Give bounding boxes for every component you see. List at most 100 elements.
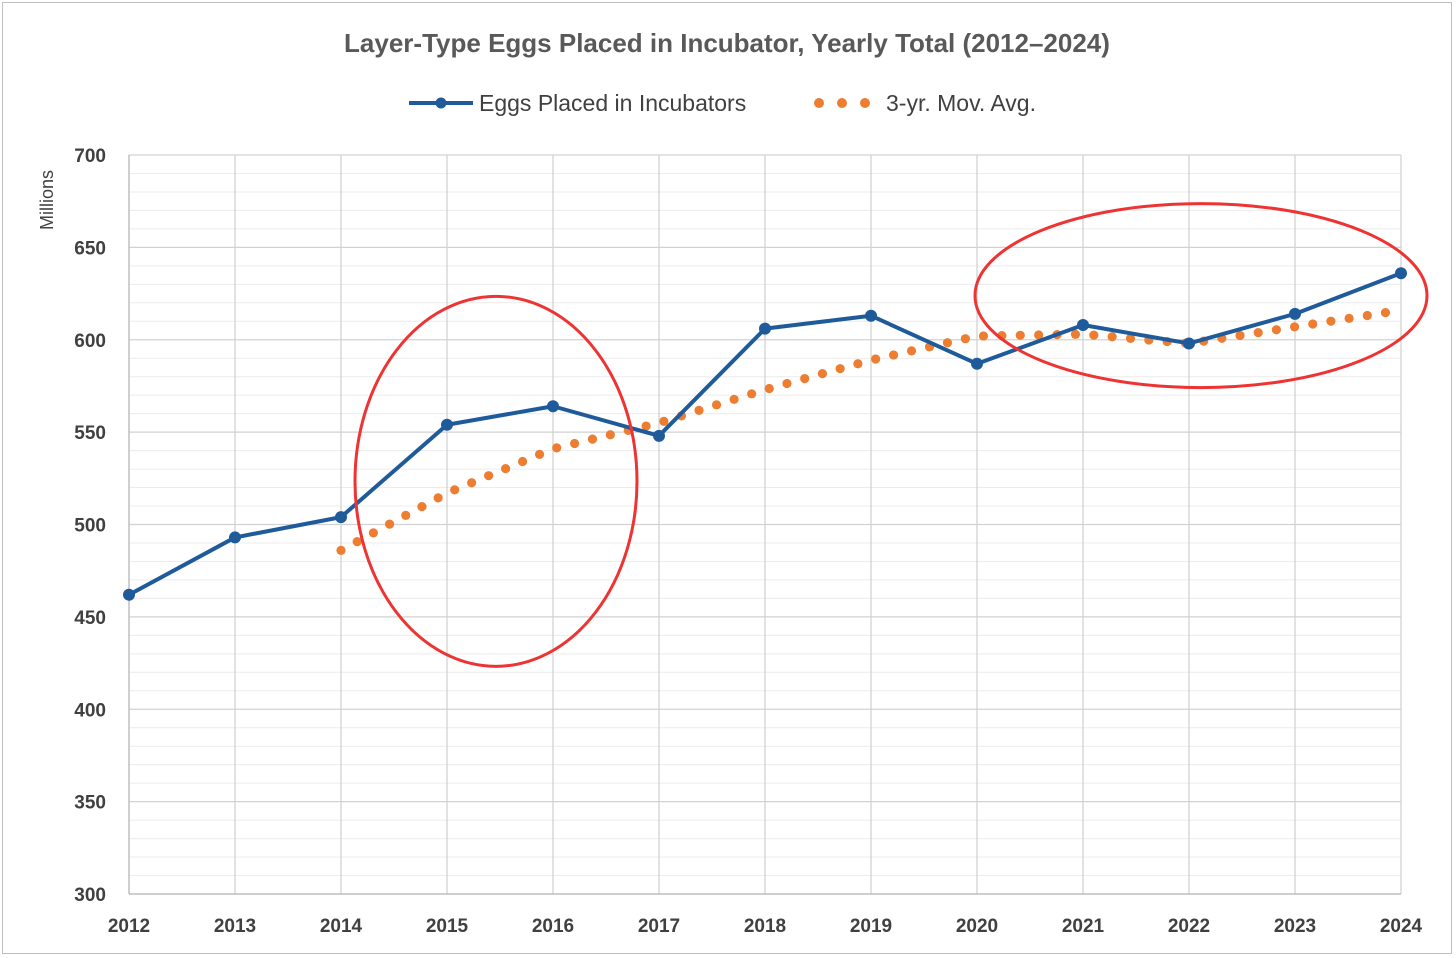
mov-avg-dot bbox=[1362, 310, 1372, 321]
y-axis-label: Millions bbox=[37, 170, 57, 230]
mov-avg-dot bbox=[484, 471, 494, 481]
mov-avg-dot bbox=[871, 354, 881, 364]
mov-avg-dot bbox=[433, 493, 443, 503]
eggs-point-2018 bbox=[759, 322, 771, 335]
mov-avg-dot bbox=[450, 485, 460, 495]
mov-avg-dot bbox=[782, 378, 792, 389]
x-tick-labels: 2012 2013 2014 2015 2016 2017 2018 2019 2020 2021… bbox=[108, 916, 1423, 937]
legend-swatch-mov-avg-dot-2 bbox=[837, 98, 847, 108]
mov-avg-dot bbox=[800, 373, 810, 384]
y-tick-label: 500 bbox=[74, 516, 106, 537]
mov-avg-dot bbox=[747, 389, 757, 399]
mov-avg-dot bbox=[711, 400, 722, 410]
x-tick-label: 2019 bbox=[850, 916, 892, 937]
eggs-point-2015 bbox=[441, 418, 453, 431]
mov-avg-dot bbox=[1015, 330, 1025, 340]
y-tick-labels: 300 350 400 450 500 550 600 650 700 bbox=[74, 146, 106, 906]
mov-avg-dot bbox=[336, 545, 346, 555]
legend-swatch-mov-avg-dot-3 bbox=[860, 98, 870, 108]
mov-avg-dot bbox=[1289, 322, 1300, 332]
eggs-point-2016 bbox=[547, 400, 559, 413]
grid bbox=[129, 154, 1402, 894]
chart-title: Layer-Type Eggs Placed in Incubator, Yea… bbox=[344, 28, 1110, 58]
mov-avg-dot bbox=[641, 421, 651, 431]
mov-avg-dot bbox=[587, 434, 598, 444]
mov-avg-dot bbox=[1326, 316, 1336, 326]
legend-swatch-mov-avg-dot-1 bbox=[814, 98, 824, 108]
annotation-ellipse-right bbox=[973, 202, 1429, 390]
eggs-point-2014 bbox=[335, 511, 347, 524]
legend-label-eggs: Eggs Placed in Incubators bbox=[479, 90, 746, 116]
mov-avg-dot bbox=[906, 346, 917, 356]
mov-avg-dot bbox=[1271, 325, 1281, 335]
y-tick-label: 550 bbox=[74, 423, 106, 444]
x-tick-label: 2014 bbox=[320, 916, 363, 937]
mov-avg-dot bbox=[764, 383, 774, 394]
mov-avg-dot bbox=[1380, 308, 1391, 318]
annotation-ellipse-left bbox=[353, 294, 639, 668]
x-tick-label: 2013 bbox=[214, 916, 256, 937]
mov-avg-dot bbox=[401, 510, 411, 520]
mov-avg-dot bbox=[978, 331, 989, 341]
y-tick-label: 350 bbox=[74, 793, 106, 814]
x-tick-label: 2024 bbox=[1380, 916, 1423, 937]
series-layer bbox=[123, 267, 1407, 601]
mov-avg-dot bbox=[605, 430, 615, 440]
mov-avg-dot bbox=[1070, 329, 1081, 339]
mov-avg-dot bbox=[352, 537, 362, 547]
mov-avg-dot bbox=[368, 528, 378, 538]
y-tick-label: 700 bbox=[74, 146, 106, 167]
eggs-point-2020 bbox=[971, 357, 983, 370]
mov-avg-dot bbox=[729, 394, 739, 404]
mov-avg-dot bbox=[694, 405, 704, 415]
mov-avg-dot bbox=[517, 456, 528, 467]
eggs-point-2013 bbox=[229, 531, 241, 544]
mov-avg-dot bbox=[817, 369, 828, 379]
mov-avg-dot bbox=[942, 338, 953, 348]
x-tick-label: 2018 bbox=[744, 916, 786, 937]
x-tick-label: 2021 bbox=[1062, 916, 1105, 937]
mov-avg-dot bbox=[534, 449, 545, 459]
mov-avg-dot bbox=[569, 438, 580, 449]
eggs-point-2019 bbox=[865, 309, 877, 322]
legend: Eggs Placed in Incubators 3-yr. Mov. Avg… bbox=[409, 90, 1036, 116]
mov-avg-dot bbox=[1308, 319, 1318, 329]
y-tick-label: 450 bbox=[74, 608, 106, 629]
mov-avg-dot bbox=[467, 478, 477, 488]
x-tick-label: 2022 bbox=[1168, 916, 1210, 937]
eggs-point-2021 bbox=[1077, 318, 1089, 331]
x-tick-label: 2023 bbox=[1274, 916, 1316, 937]
mov-avg-dot bbox=[888, 350, 899, 360]
mov-avg-dot bbox=[417, 502, 427, 512]
x-tick-label: 2012 bbox=[108, 916, 150, 937]
x-tick-label: 2017 bbox=[638, 916, 680, 937]
x-tick-label: 2020 bbox=[956, 916, 998, 937]
legend-label-mov-avg: 3-yr. Mov. Avg. bbox=[886, 90, 1036, 116]
eggs-point-2022 bbox=[1183, 337, 1195, 350]
mov-avg-dot bbox=[835, 364, 845, 374]
y-tick-label: 600 bbox=[74, 331, 106, 352]
x-tick-label: 2015 bbox=[426, 916, 469, 937]
eggs-point-2017 bbox=[653, 429, 665, 442]
eggs-point-2023 bbox=[1289, 307, 1301, 320]
mov-avg-dot bbox=[1034, 330, 1044, 340]
mov-avg-dot bbox=[552, 443, 562, 453]
y-tick-label: 650 bbox=[74, 238, 106, 259]
y-tick-label: 300 bbox=[74, 885, 106, 906]
annotation-layer bbox=[353, 202, 1429, 668]
eggs-point-2012 bbox=[123, 588, 135, 601]
y-tick-label: 400 bbox=[74, 700, 106, 721]
mov-avg-dot bbox=[384, 519, 395, 529]
mov-avg-dot bbox=[659, 416, 669, 426]
mov-avg-dot bbox=[1089, 330, 1099, 340]
axes bbox=[128, 155, 1401, 895]
mov-avg-dot bbox=[1235, 330, 1245, 341]
mov-avg-dot bbox=[960, 334, 970, 344]
mov-avg-dot bbox=[853, 359, 863, 369]
mov-avg-dot bbox=[500, 463, 511, 474]
eggs-point-2024 bbox=[1395, 267, 1407, 280]
x-tick-label: 2016 bbox=[532, 916, 574, 937]
mov-avg-dot bbox=[1253, 327, 1263, 338]
